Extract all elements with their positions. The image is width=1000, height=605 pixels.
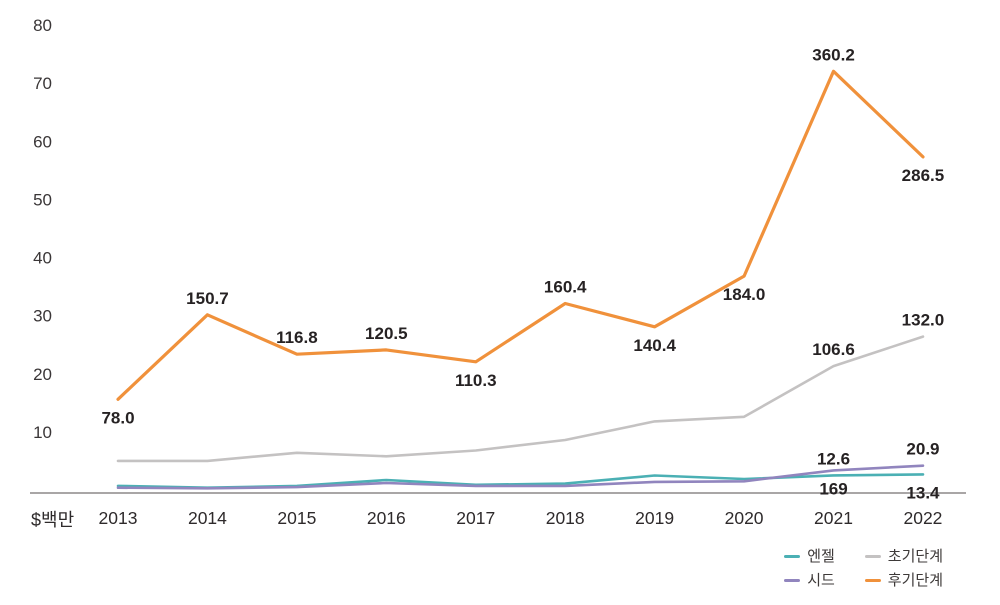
data-label-seed-2022: 20.9 [906,440,939,459]
data-label-late-stage-2021: 360.2 [812,45,855,64]
y-tick-label: 30 [33,307,52,326]
data-label-late-stage-2019: 140.4 [633,336,676,355]
x-tick-label: 2018 [546,508,585,528]
x-tick-label: 2014 [188,508,227,528]
legend-label-seed: 시드 [807,572,835,589]
legend-swatch-seed [784,578,801,583]
y-tick-label: 70 [33,74,52,93]
y-tick-label: 50 [33,190,52,209]
x-tick-label: 2013 [99,508,138,528]
data-label-late-stage-2014: 150.7 [186,289,229,308]
legend-swatch-late-stage [864,578,881,583]
data-label-angel-2022: 13.4 [906,483,940,502]
data-label-late-stage-2017: 110.3 [455,371,497,390]
data-label-angel-2021: 12.6 [817,449,850,468]
legend-item-seed: 시드 [784,573,835,588]
x-tick-label: 2019 [635,508,674,528]
x-tick-label: 2022 [903,508,942,528]
y-tick-label: 40 [33,249,52,268]
legend-label-angel: 엔젤 [807,548,835,565]
legend-swatch-early-stage [864,554,881,559]
data-label-late-stage-2020: 184.0 [723,285,766,304]
data-label-early-stage-2022: 132.0 [902,311,945,330]
data-label-late-stage-2016: 120.5 [365,324,408,343]
legend-item-late-stage: 후기단계 [864,572,943,589]
data-label-late-stage-2015: 116.8 [276,328,318,347]
legend-item-angel: 엔젤 [784,549,835,564]
legend-label-early-stage: 초기단계 [887,548,943,565]
y-axis-unit-label: $백만 [31,510,75,530]
line-late-stage [116,69,925,401]
data-label-early-stage-2021: 106.6 [812,340,855,359]
y-tick-label: 60 [33,132,52,151]
legend-swatch-angel [784,554,801,559]
data-label-late-stage-2013: 78.0 [101,408,134,427]
legend-label-late-stage: 후기단계 [887,572,943,589]
x-tick-label: 2020 [725,508,764,528]
y-tick-label: 10 [33,423,52,442]
line-early-stage [116,335,925,463]
x-tick-label: 2021 [814,508,853,528]
legend-item-early-stage: 초기단계 [864,548,943,565]
y-tick-label: 20 [33,365,52,384]
line-seed [116,464,925,490]
data-label-late-stage-2018: 160.4 [544,278,587,297]
x-tick-label: 2016 [367,508,406,528]
x-tick-label: 2017 [456,508,495,528]
data-label-late-stage-2022: 286.5 [902,166,945,185]
x-tick-label: 2015 [277,508,316,528]
data-label-seed-2021: 169 [819,479,847,498]
y-tick-label: 80 [33,16,52,35]
